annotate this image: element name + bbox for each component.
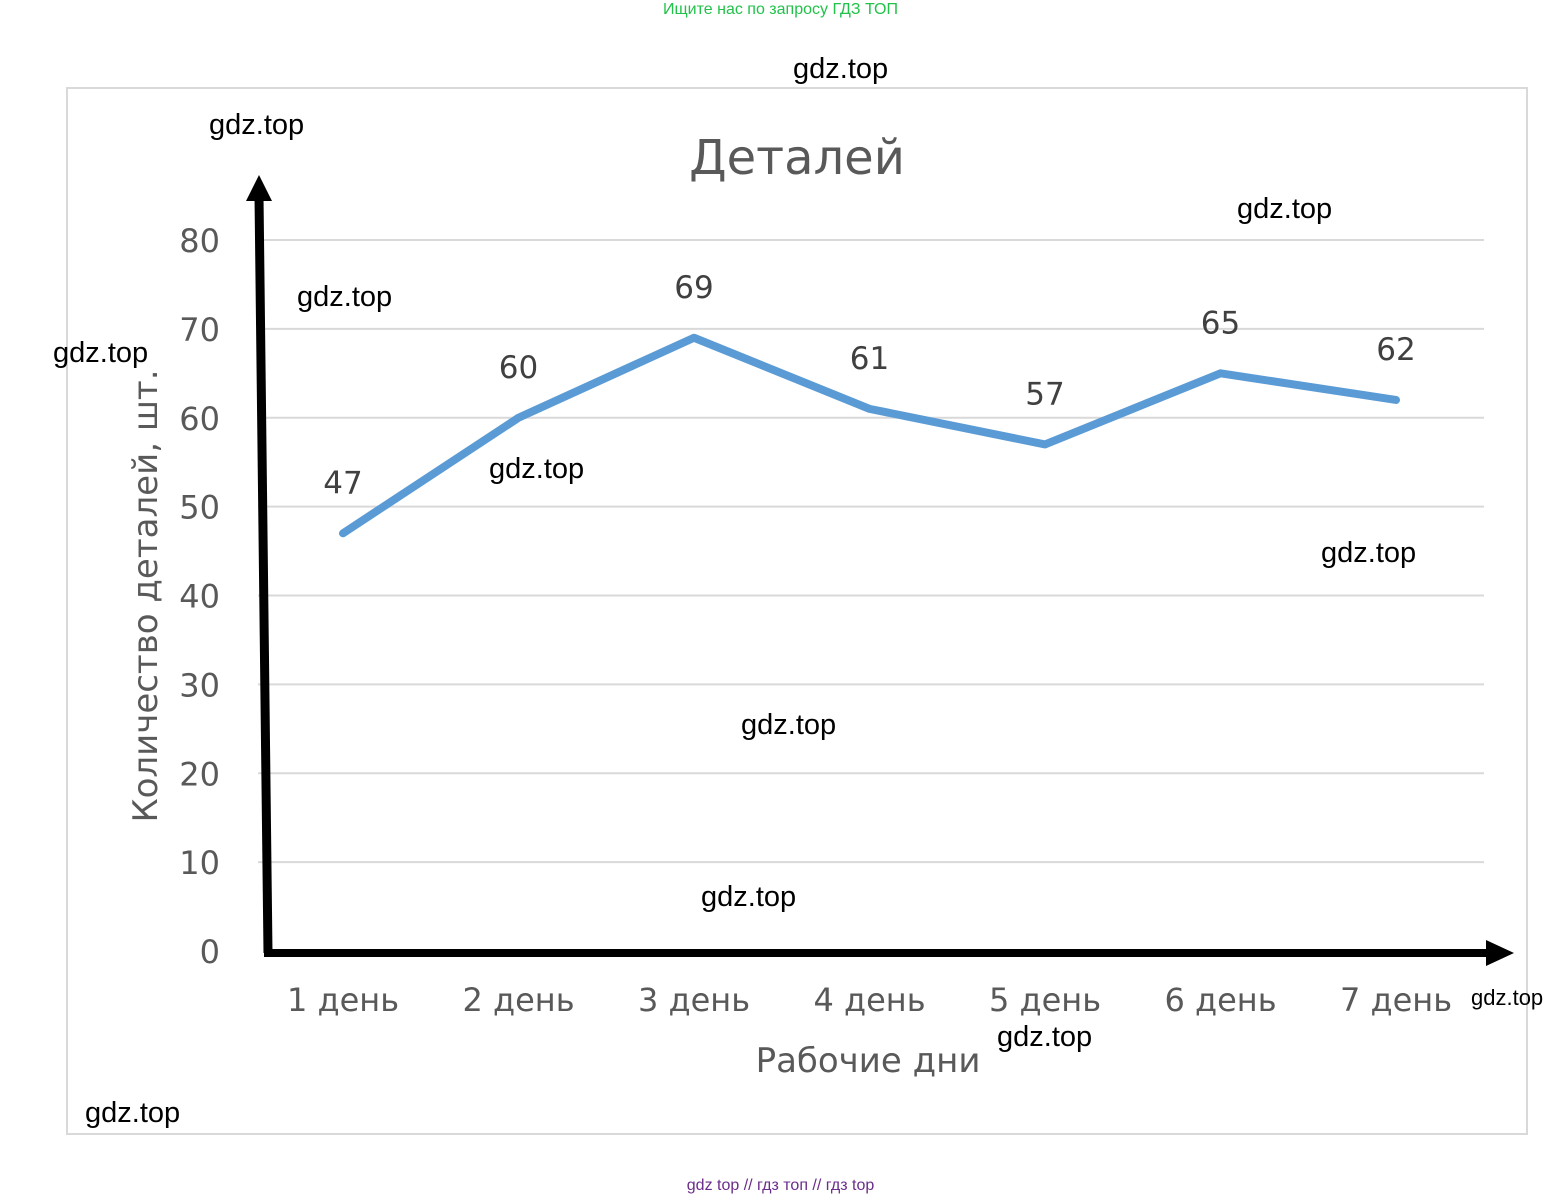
top-banner: Ищите нас по запросу ГДЗ ТОП <box>663 1 898 18</box>
data-point <box>1217 370 1224 377</box>
y-axis-line <box>254 195 273 954</box>
y-tick-label: 0 <box>200 933 220 971</box>
watermark: gdz.top <box>85 1097 181 1129</box>
y-tick-label: 50 <box>179 489 220 527</box>
data-point <box>515 414 522 421</box>
y-tick-label: 20 <box>179 755 220 793</box>
x-tick-label: 6 день <box>1164 981 1276 1019</box>
y-axis-label: Количество деталей, шт. <box>126 369 166 822</box>
chart-title: Деталей <box>689 130 905 186</box>
watermark: gdz.top <box>1237 193 1333 225</box>
axes <box>246 175 1514 966</box>
x-tick-label: 7 день <box>1340 981 1452 1019</box>
series-group <box>339 333 1400 538</box>
gridlines <box>258 239 1484 864</box>
data-label: 69 <box>674 270 713 306</box>
x-tick-label: 2 день <box>462 981 574 1019</box>
data-label: 61 <box>850 341 889 377</box>
data-point <box>340 530 346 537</box>
watermark: gdz.top <box>209 109 305 141</box>
x-tick-label: 1 день <box>287 981 399 1019</box>
y-tick-label: 10 <box>179 844 220 882</box>
chart-frame <box>66 87 1528 1135</box>
data-label: 57 <box>1025 376 1064 412</box>
data-point <box>1042 441 1048 448</box>
data-point <box>866 405 873 412</box>
data-label: 47 <box>323 465 362 501</box>
y-tick-label: 60 <box>179 400 220 438</box>
bottom-banner: gdz top // гдз топ // гдз top <box>686 1177 875 1194</box>
y-tick-label: 70 <box>179 311 220 349</box>
chart-text: Деталей Рабочие дни Количество деталей, … <box>126 130 1452 1081</box>
watermark: gdz.top <box>1471 985 1544 1010</box>
data-point <box>1393 396 1399 403</box>
watermark: gdz.top <box>997 1021 1093 1053</box>
watermark: gdz.top <box>53 337 149 369</box>
data-point <box>691 334 697 341</box>
data-label: 62 <box>1376 332 1415 368</box>
x-tick-label: 3 день <box>638 981 750 1019</box>
x-tick-label: 5 день <box>989 981 1101 1019</box>
watermark: gdz.top <box>793 53 889 85</box>
watermark: gdz.top <box>297 281 393 313</box>
y-tick-label: 30 <box>179 666 220 704</box>
x-axis-arrowhead <box>1486 940 1514 966</box>
watermark: gdz.top <box>1321 537 1417 569</box>
y-tick-label: 40 <box>179 578 220 616</box>
x-tick-label: 4 день <box>813 981 925 1019</box>
data-label: 60 <box>499 350 538 386</box>
watermark: gdz.top <box>701 881 797 913</box>
y-tick-label: 80 <box>179 222 220 260</box>
watermark: gdz.top <box>489 453 585 485</box>
watermark: gdz.top <box>741 709 837 741</box>
y-axis-arrowhead <box>246 175 272 201</box>
data-label: 65 <box>1201 305 1240 341</box>
x-axis-label: Рабочие дни <box>756 1041 981 1081</box>
